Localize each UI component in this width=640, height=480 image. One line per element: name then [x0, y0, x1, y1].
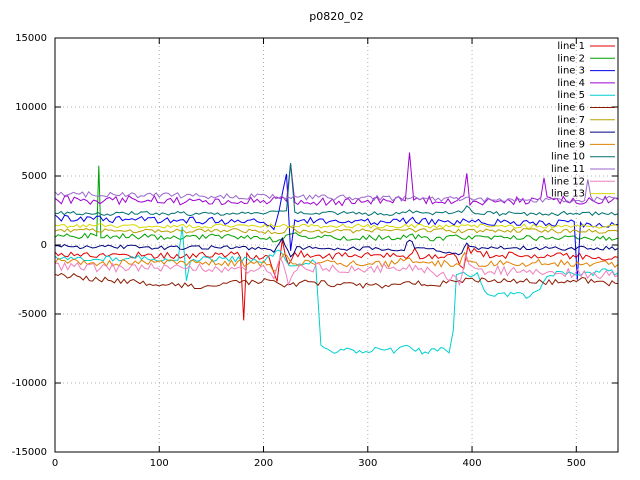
legend-label: line 13: [551, 189, 585, 200]
legend-item-line-8: line 8: [557, 127, 615, 138]
series-line-8: [55, 236, 618, 258]
legend-label: line 7: [557, 115, 585, 126]
series-line-11: [55, 179, 618, 204]
legend-label: line 9: [557, 139, 585, 150]
tick-labels: 0 100 200 300 400 500 -15000 -10000 -5000 0 5000 10…: [12, 33, 586, 469]
legend-label: line 4: [557, 78, 585, 89]
legend-item-line-12: line 12: [551, 176, 615, 187]
x-tick-label: 200: [254, 458, 273, 469]
legend-label: line 5: [557, 90, 585, 101]
x-tick-label: 500: [567, 458, 586, 469]
legend-label: line 10: [551, 152, 585, 163]
x-tick-label: 400: [462, 458, 481, 469]
legend-label: line 12: [551, 176, 585, 187]
legend-item-line-7: line 7: [557, 115, 615, 126]
series-line-9: [55, 251, 618, 272]
y-tick-label: 5000: [22, 171, 47, 182]
series-line-1: [55, 239, 618, 321]
legend-label: line 2: [557, 53, 585, 64]
series-line-6: [55, 272, 618, 289]
chart-title: p0820_02: [309, 10, 364, 23]
legend-label: line 1: [557, 41, 585, 52]
y-tick-label: 0: [41, 240, 47, 251]
y-tick-label: 10000: [15, 102, 47, 113]
series-line-10: [55, 162, 618, 217]
legend-item-line-9: line 9: [557, 139, 615, 150]
series-line-12: [55, 253, 618, 287]
legend-item-line-6: line 6: [557, 103, 615, 114]
series-group: [55, 152, 618, 355]
y-tick-label: -15000: [12, 447, 47, 458]
legend-label: line 11: [551, 164, 585, 175]
legend-item-line-11: line 11: [551, 164, 615, 175]
series-line-13: [55, 223, 618, 229]
legend-item-line-3: line 3: [557, 66, 615, 77]
series-line-3: [55, 173, 618, 280]
y-tick-label: -5000: [18, 309, 47, 320]
legend-item-line-1: line 1: [557, 41, 615, 52]
y-tick-label: -10000: [12, 378, 47, 389]
legend-label: line 6: [557, 103, 585, 114]
legend-item-line-4: line 4: [557, 78, 615, 89]
series-line-7: [55, 225, 618, 235]
axes: [54, 37, 619, 453]
grid: [55, 38, 618, 452]
legend-item-line-5: line 5: [557, 90, 615, 101]
legend-label: line 8: [557, 127, 585, 138]
legend-label: line 3: [557, 66, 585, 77]
series-line-5: [55, 226, 618, 355]
series-line-4: [55, 152, 618, 207]
x-tick-label: 0: [52, 458, 58, 469]
legend-item-line-13: line 13: [551, 189, 615, 200]
legend-item-line-10: line 10: [551, 152, 615, 163]
y-tick-label: 15000: [15, 33, 47, 44]
x-tick-label: 300: [358, 458, 377, 469]
series-line-2: [55, 165, 618, 243]
x-tick-label: 100: [150, 458, 169, 469]
legend-item-line-2: line 2: [557, 53, 615, 64]
